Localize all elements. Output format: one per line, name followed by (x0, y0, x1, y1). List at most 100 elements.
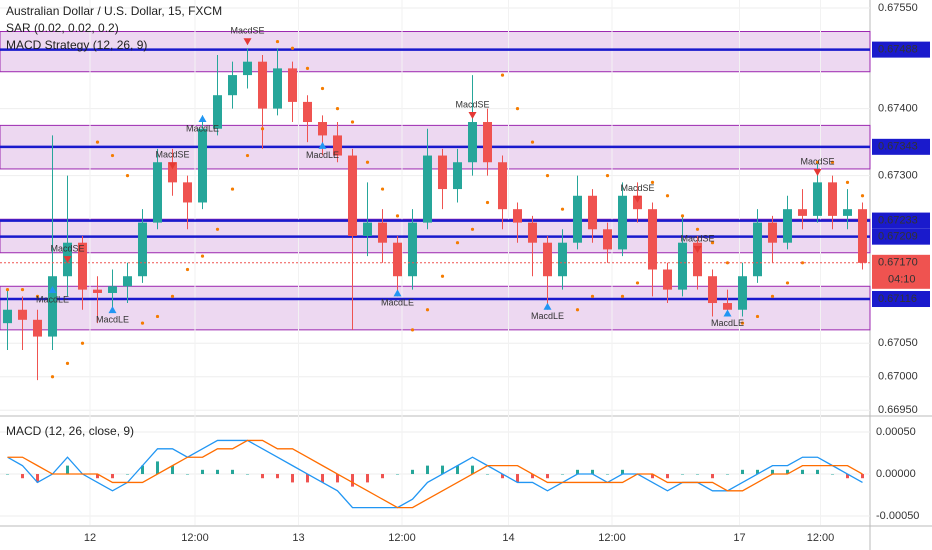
sar-dot (350, 120, 355, 124)
candle-body (408, 222, 417, 277)
level-label: 0.67488 (878, 44, 918, 56)
histogram-bar (861, 474, 864, 479)
y-tick-label: 0.67050 (878, 337, 918, 349)
indicator-label: SAR (0.02, 0.02, 0.2) (6, 21, 119, 35)
sar-dot (380, 187, 385, 191)
signal-arrow (108, 306, 117, 314)
histogram-bar (786, 469, 789, 475)
sar-dot (575, 308, 580, 312)
signal-label: MacdLE (96, 314, 129, 324)
y-tick-label: 0.67000 (878, 371, 918, 383)
level-label: 0.67209 (878, 231, 918, 243)
histogram-bar (276, 474, 279, 479)
current-price-label: 0.67170 (878, 257, 918, 269)
sar-dot (650, 180, 655, 184)
sar-dot (140, 321, 145, 325)
histogram-bar (576, 469, 579, 475)
sar-dot (65, 361, 70, 365)
candle-body (33, 319, 42, 337)
candle-body (213, 95, 222, 129)
histogram-bar (126, 474, 129, 475)
sar-dot (530, 140, 535, 144)
histogram-bar (96, 474, 99, 479)
histogram-bar (741, 469, 744, 475)
histogram-bar (471, 465, 474, 475)
sar-dot (590, 294, 595, 298)
histogram-bar (216, 469, 219, 475)
histogram-bar (621, 469, 624, 475)
candle-body (288, 68, 297, 102)
histogram-bar (171, 465, 174, 475)
signal-arrow (318, 141, 327, 149)
candle-body (18, 309, 27, 320)
price-tag (872, 254, 930, 289)
sar-dot (50, 375, 55, 379)
histogram-bar (831, 474, 834, 475)
level-label: 0.67116 (878, 293, 917, 305)
signal-label: MacdLE (36, 294, 69, 304)
x-tick-label: 12:00 (388, 532, 416, 544)
candle-body (48, 276, 57, 337)
sar-dot (515, 107, 520, 111)
x-tick-label: 17 (733, 532, 745, 544)
histogram-bar (231, 469, 234, 475)
candle-body (678, 242, 687, 290)
candle-body (228, 75, 237, 96)
chart-title: Australian Dollar / U.S. Dollar, 15, FXC… (6, 4, 222, 18)
macd-title: MACD (12, 26, close, 9) (6, 424, 134, 438)
candle-body (588, 195, 597, 230)
histogram-bar (456, 465, 459, 475)
histogram-bar (756, 469, 759, 475)
candle-body (813, 182, 822, 216)
signal-label: MacdSE (620, 183, 654, 193)
sar-dot (275, 39, 280, 44)
candle-body (618, 195, 627, 250)
candle-body (198, 128, 207, 203)
sar-dot (470, 227, 475, 231)
candle-body (183, 182, 192, 203)
sar-dot (20, 288, 25, 292)
sar-dot (455, 241, 460, 245)
histogram-bar (501, 474, 504, 479)
indicator-label: MACD Strategy (12, 26, 9) (6, 38, 147, 52)
candle-body (558, 242, 567, 277)
signal-label: MacdLE (306, 150, 339, 160)
candle-body (723, 303, 732, 310)
sar-dot (680, 214, 685, 218)
candle-body (423, 155, 432, 223)
signal-arrow (468, 111, 477, 119)
sar-dot (230, 187, 235, 191)
sar-dot (395, 214, 400, 218)
level-tag (872, 212, 930, 229)
candle-body (168, 162, 177, 183)
histogram-bar (846, 474, 849, 479)
candle-body (828, 182, 837, 216)
sar-dot (320, 86, 325, 91)
y-tick-label: 0.67300 (878, 170, 918, 182)
candle-body (468, 122, 477, 163)
histogram-bar (396, 474, 399, 475)
signal-arrow (723, 309, 732, 317)
sar-dot (80, 341, 85, 345)
y-tick-label: 0.00000 (876, 468, 916, 480)
sar-dot (5, 288, 10, 292)
sar-dot (740, 321, 745, 325)
histogram-bar (186, 474, 189, 475)
histogram-bar (321, 474, 324, 483)
candle-body (663, 269, 672, 290)
candle-body (303, 101, 312, 123)
signal-label: MacdSE (230, 26, 264, 36)
histogram-bar (411, 469, 414, 475)
sar-dot (755, 314, 760, 319)
plot-layer: MacdLE MacdSE MacdLE MacdSE MacdLE MacdSE Macd… (0, 0, 871, 525)
histogram-bar (111, 474, 114, 479)
histogram-bar (21, 474, 24, 479)
candle-body (573, 195, 582, 243)
level-label: 0.67233 (878, 214, 918, 226)
histogram-bar (66, 465, 69, 475)
candle-body (528, 222, 537, 243)
candle-body (693, 242, 702, 277)
sar-dot (560, 207, 565, 211)
signal-label: MacdSE (680, 233, 714, 243)
